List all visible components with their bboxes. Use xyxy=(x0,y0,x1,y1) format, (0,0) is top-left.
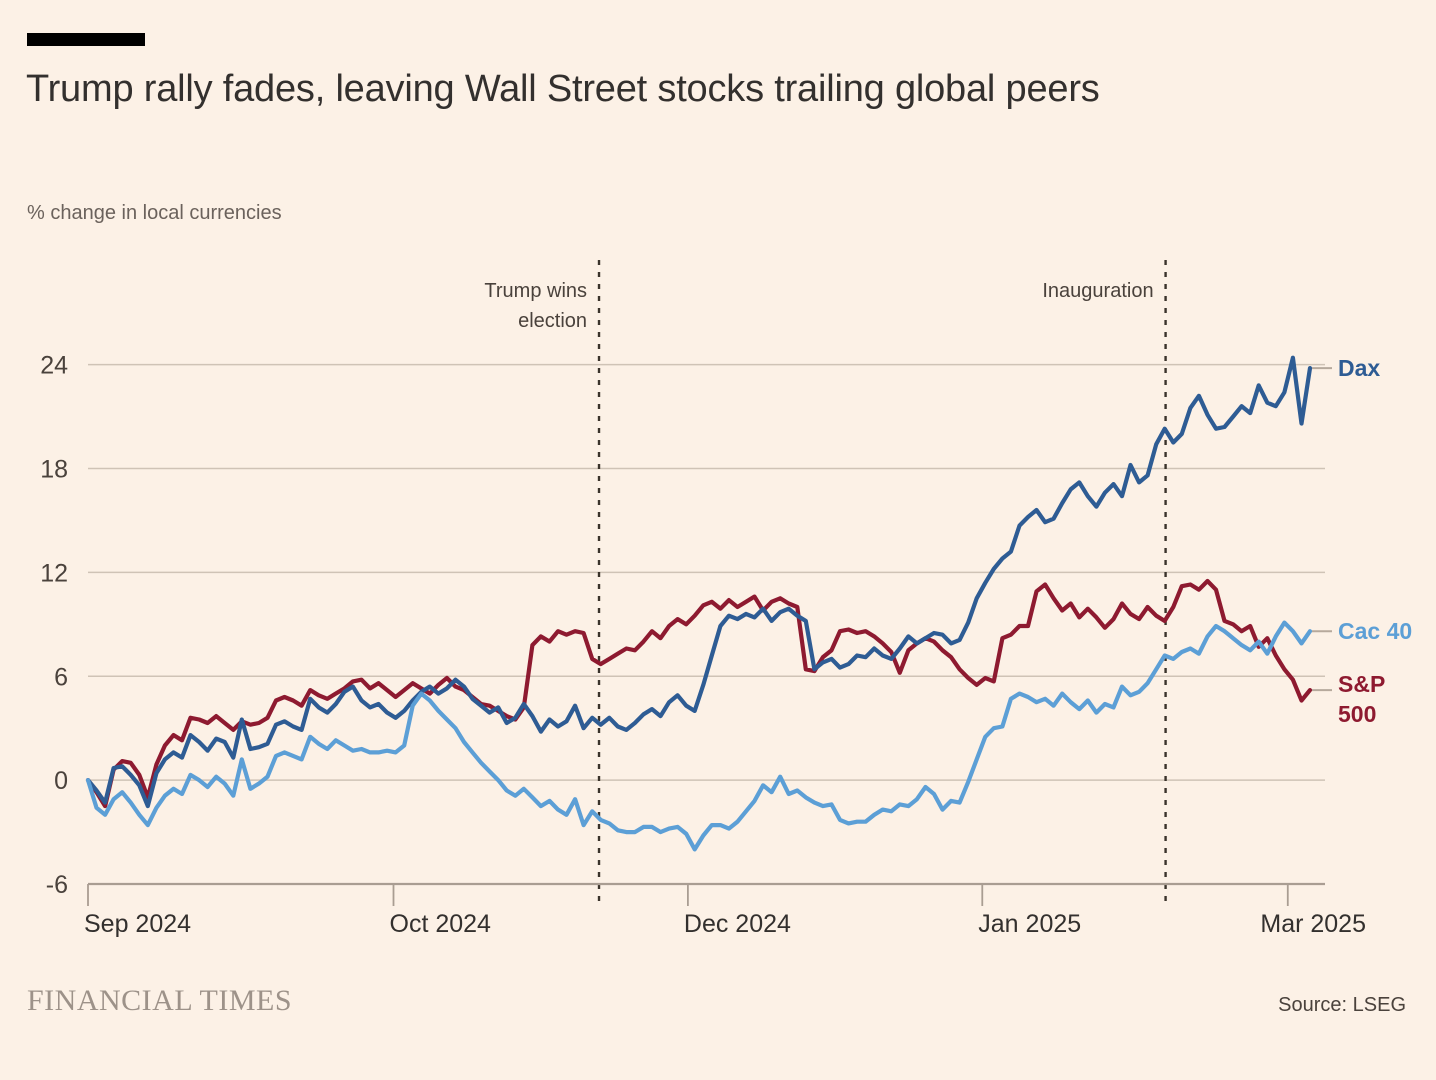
series-label-cac-40: Cac 40 xyxy=(1338,618,1412,644)
series-label-dax: Dax xyxy=(1338,355,1380,381)
y-tick-label: -6 xyxy=(46,871,68,899)
page-title: Trump rally fades, leaving Wall Street s… xyxy=(26,68,1100,110)
y-tick-label: 0 xyxy=(54,767,68,795)
y-tick-label: 6 xyxy=(54,663,68,691)
x-tick-label: Jan 2025 xyxy=(978,910,1081,938)
series-label-sp-500-line2: 500 xyxy=(1338,701,1376,727)
source-note: Source: LSEG xyxy=(1278,994,1406,1016)
ft-top-rule xyxy=(27,33,145,46)
x-axis xyxy=(87,882,1325,906)
series-line-dax xyxy=(85,355,1313,809)
series-line-cac-40 xyxy=(85,620,1313,852)
y-tick-label: 12 xyxy=(40,559,68,587)
y-axis-labels: 24 18 12 6 0 -6 xyxy=(40,352,68,899)
event-lines xyxy=(597,260,1167,902)
event-label-trump-wins-election-line2: election xyxy=(518,310,587,332)
ft-logo: FINANCIAL TIMES xyxy=(27,984,293,1017)
event-label-trump-wins-election: Trump wins xyxy=(484,280,587,302)
series-line-s-p-500 xyxy=(85,578,1313,809)
chart-subtitle: % change in local currencies xyxy=(27,202,282,224)
y-tick-label: 18 xyxy=(40,456,68,484)
x-tick-label: Oct 2024 xyxy=(390,910,492,938)
event-labels: Trump wins election Inauguration xyxy=(484,280,1153,332)
gridlines xyxy=(88,363,1325,781)
x-tick-label: Mar 2025 xyxy=(1260,910,1366,938)
event-label-inauguration: Inauguration xyxy=(1042,280,1153,302)
x-tick-label: Dec 2024 xyxy=(684,910,791,938)
x-tick-label: Sep 2024 xyxy=(84,910,191,938)
x-axis-labels: Sep 2024 Oct 2024 Dec 2024 Jan 2025 Mar 2025 xyxy=(84,910,1366,938)
y-tick-label: 24 xyxy=(40,352,68,380)
series-labels: Dax Cac 40 S&P 500 xyxy=(1338,355,1412,727)
series-label-sp-500: S&P xyxy=(1338,671,1385,697)
series-lines xyxy=(85,355,1332,852)
